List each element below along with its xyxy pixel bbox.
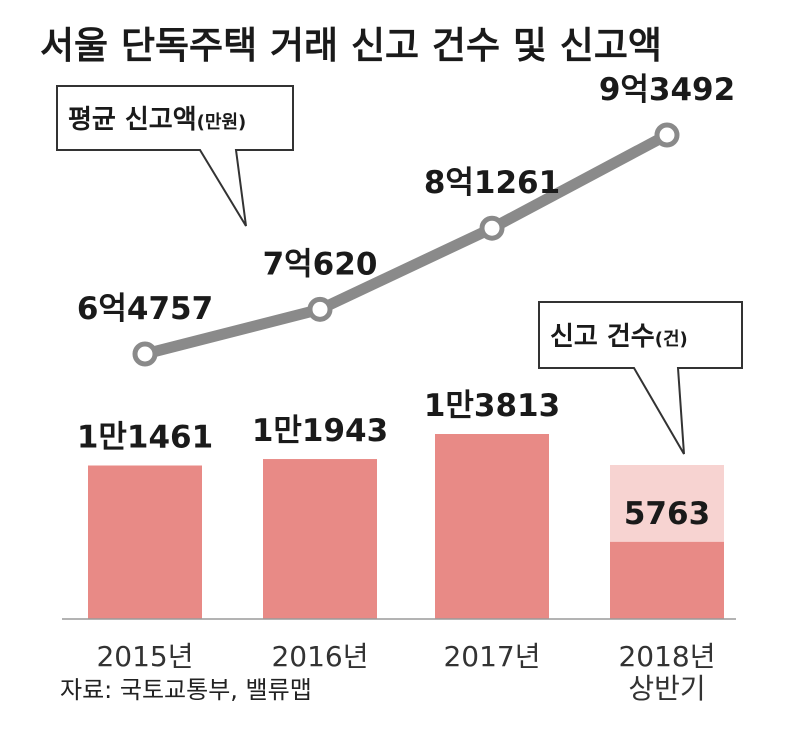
line-value-label: 6억4757 [77,291,213,327]
line-value-labels: 6억4757 7억620 8억1261 9억3492 [77,72,735,327]
line-path [139,129,673,360]
bar-value-label: 1만1461 [77,420,213,456]
line-legend-callout: 평균 신고액(만원) [56,85,294,227]
line-series [132,122,680,367]
bar-3 [610,541,724,619]
line-point [654,122,680,148]
bar-series [88,434,724,619]
source-note: 자료: 국토교통부, 밸류맵 [60,676,312,704]
x-tick-label: 2016년 [271,640,368,673]
line-value-label: 9억3492 [599,72,735,108]
svg-text:평균 신고액(만원): 평균 신고액(만원) [68,105,246,135]
line-point [132,341,158,367]
line-legend-label: 평균 신고액 [68,105,197,135]
line-legend-unit: (만원) [197,112,247,133]
bar-0 [88,465,202,619]
x-tick-label: 2015년 [96,640,193,673]
bar-value-label: 1만1943 [252,413,388,449]
bar-legend-unit: (건) [655,329,688,350]
x-tick-label: 상반기 [628,672,705,705]
bar-value-label: 5763 [624,496,710,532]
bar-remainder-2018 [610,465,724,542]
chart-title: 서울 단독주택 거래 신고 건수 및 신고액 [40,24,662,67]
line-value-label: 8억1261 [424,165,560,201]
line-value-label: 7억620 [263,246,378,282]
svg-text:신고 건수(건): 신고 건수(건) [550,322,688,352]
line-point [479,215,505,241]
bar-legend-label: 신고 건수 [550,322,655,352]
bar-1 [263,459,377,619]
bar-value-label: 1만3813 [424,388,560,424]
line-point [307,296,333,322]
bar-value-labels: 1만1461 1만1943 1만3813 5763 [77,388,710,532]
x-tick-label: 2018년 [618,640,715,673]
x-tick-label: 2017년 [443,640,540,673]
bar-legend-callout: 신고 건수(건) [538,301,743,455]
bar-2 [435,434,549,619]
